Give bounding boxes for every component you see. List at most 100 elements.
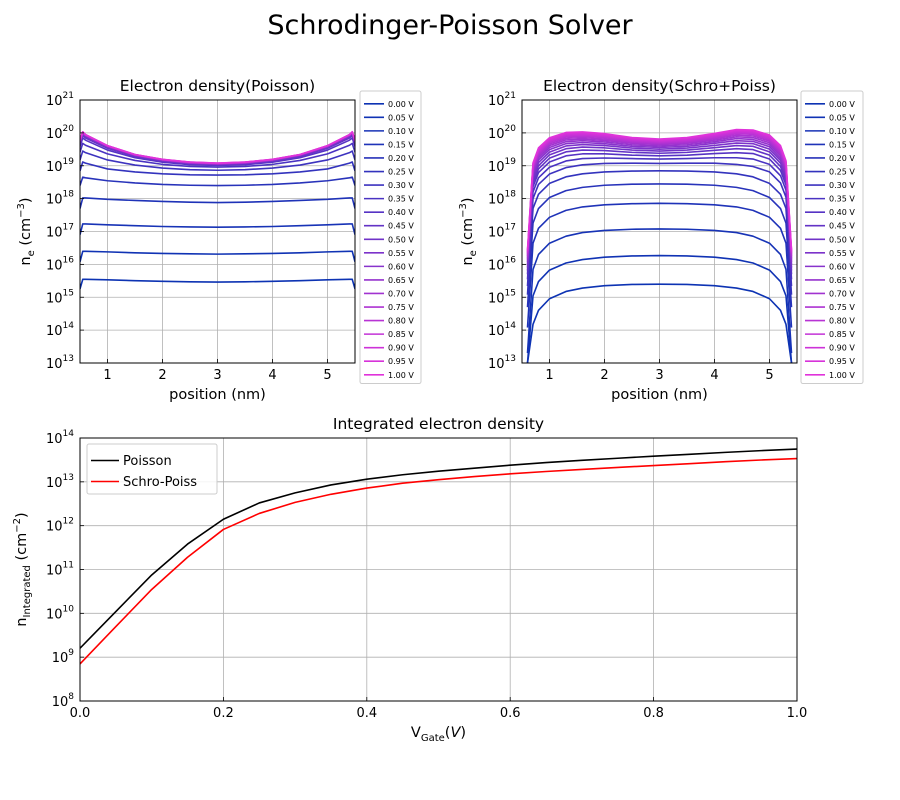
- y-tick-label: 1017: [488, 223, 516, 241]
- legend-label: 0.10 V: [388, 127, 414, 136]
- series-line: [80, 130, 355, 164]
- x-tick-label: 0.6: [500, 706, 521, 721]
- series-line: [80, 150, 355, 172]
- series-line: [526, 162, 793, 287]
- legend-label: 0.55 V: [829, 249, 855, 258]
- y-tick-label: 1020: [46, 124, 74, 142]
- legend-label: Poisson: [123, 454, 172, 469]
- y-tick-label: 1015: [46, 288, 74, 306]
- legend-label: 0.95 V: [829, 357, 855, 366]
- chart-title: Electron density(Schro+Poiss): [543, 77, 776, 95]
- legend-label: 0.50 V: [829, 235, 855, 244]
- legend-label: 1.00 V: [388, 371, 414, 380]
- series-line: [80, 142, 355, 168]
- y-tick-label: 1010: [46, 604, 74, 622]
- series-line: [80, 197, 355, 209]
- series-line: [526, 132, 793, 255]
- series-line: [526, 170, 793, 295]
- chart-2: 1 2 3 4 5 1013 1014 1015 1016 1017 1018 1019 1020 102…: [458, 77, 864, 403]
- legend-label: 0.75 V: [388, 303, 414, 312]
- legend-label: 0.65 V: [388, 276, 414, 285]
- series-line: [80, 278, 355, 290]
- chart-title: Integrated electron density: [333, 415, 544, 433]
- series-line: [526, 228, 793, 354]
- series-line: [526, 283, 793, 363]
- series-group: [80, 448, 797, 665]
- legend-label: 0.30 V: [829, 181, 855, 190]
- y-tick-label: 1014: [46, 321, 74, 339]
- chart-1: 1 2 3 4 5 1013 1014 1015 1016 1017 1018 1019 1020 102…: [16, 77, 422, 403]
- x-tick-label: 0.0: [70, 706, 91, 721]
- legend-label: 0.95 V: [388, 357, 414, 366]
- y-tick-label: 1020: [488, 124, 516, 142]
- legend-label: 0.15 V: [829, 140, 855, 149]
- legend-label: 0.35 V: [829, 195, 855, 204]
- y-tick-label: 1017: [46, 223, 74, 241]
- y-tick-label: 1015: [488, 288, 516, 306]
- legend-label: 0.00 V: [388, 100, 414, 109]
- legend-label: 0.60 V: [388, 262, 414, 271]
- y-tick-label: 1013: [46, 354, 74, 372]
- x-axis-label: position (nm): [169, 387, 266, 403]
- series-line: [80, 250, 355, 262]
- series-line: [526, 135, 793, 258]
- series-line: [526, 134, 793, 257]
- x-tick-label: 0.8: [643, 706, 664, 721]
- y-tick-label: 1013: [488, 354, 516, 372]
- series-line: [526, 137, 793, 260]
- y-axis-label: ne (cm−3): [16, 197, 37, 265]
- legend-label: 0.90 V: [829, 344, 855, 353]
- legend-label: 0.70 V: [388, 289, 414, 298]
- x-tick-label: 1: [545, 368, 553, 383]
- y-tick-label: 1018: [46, 190, 74, 208]
- legend-label: 0.10 V: [829, 127, 855, 136]
- legend-label: 0.65 V: [829, 276, 855, 285]
- y-axis-label: nIntegrated (cm−2): [12, 512, 33, 626]
- legend-label: 0.00 V: [829, 100, 855, 109]
- legend-box: [86, 443, 218, 495]
- y-tick-label: 1019: [488, 157, 516, 175]
- legend-label: 0.90 V: [388, 344, 414, 353]
- legend-label: 0.25 V: [388, 168, 414, 177]
- series-line: [526, 139, 793, 262]
- y-tick-label: 1021: [488, 91, 516, 109]
- y-tick-label: 1016: [488, 255, 516, 273]
- legend-label: 0.05 V: [388, 113, 414, 122]
- series-line: [526, 144, 793, 268]
- legend-box: [359, 90, 422, 385]
- legend-label: 1.00 V: [829, 371, 855, 380]
- y-tick-label: 108: [52, 692, 75, 710]
- legend-label: 0.45 V: [829, 222, 855, 231]
- y-tick-label: 1018: [488, 190, 516, 208]
- y-tick-label: 1012: [46, 517, 74, 535]
- x-tick-label: 1.0: [787, 706, 808, 721]
- y-tick-label: 1019: [46, 157, 74, 175]
- series-line: [526, 130, 793, 252]
- x-axis-label: VGate(V): [411, 725, 466, 744]
- series-line: [526, 254, 793, 363]
- series-line: [526, 128, 793, 250]
- series-line: [526, 183, 793, 308]
- series-line: [526, 131, 793, 254]
- legend-label: 0.20 V: [829, 154, 855, 163]
- y-tick-label: 1016: [46, 255, 74, 273]
- legend-label: 0.45 V: [388, 222, 414, 231]
- legend-label: 0.85 V: [829, 330, 855, 339]
- legend-label: 0.80 V: [829, 317, 855, 326]
- chart-title: Electron density(Poisson): [120, 77, 315, 95]
- x-tick-label: 3: [655, 368, 663, 383]
- series-group: [526, 128, 793, 363]
- y-tick-label: 1014: [488, 321, 516, 339]
- x-tick-label: 2: [158, 368, 166, 383]
- x-tick-label: 3: [213, 368, 221, 383]
- legend-label: 0.20 V: [388, 154, 414, 163]
- legend-label: 0.35 V: [388, 195, 414, 204]
- series-line: [526, 202, 793, 328]
- legend-label: 0.40 V: [388, 208, 414, 217]
- x-tick-label: 2: [600, 368, 608, 383]
- x-tick-label: 5: [765, 368, 773, 383]
- series-line: [526, 142, 793, 265]
- legend-label: 0.60 V: [829, 262, 855, 271]
- x-tick-label: 0.2: [213, 706, 234, 721]
- legend-label: 0.30 V: [388, 181, 414, 190]
